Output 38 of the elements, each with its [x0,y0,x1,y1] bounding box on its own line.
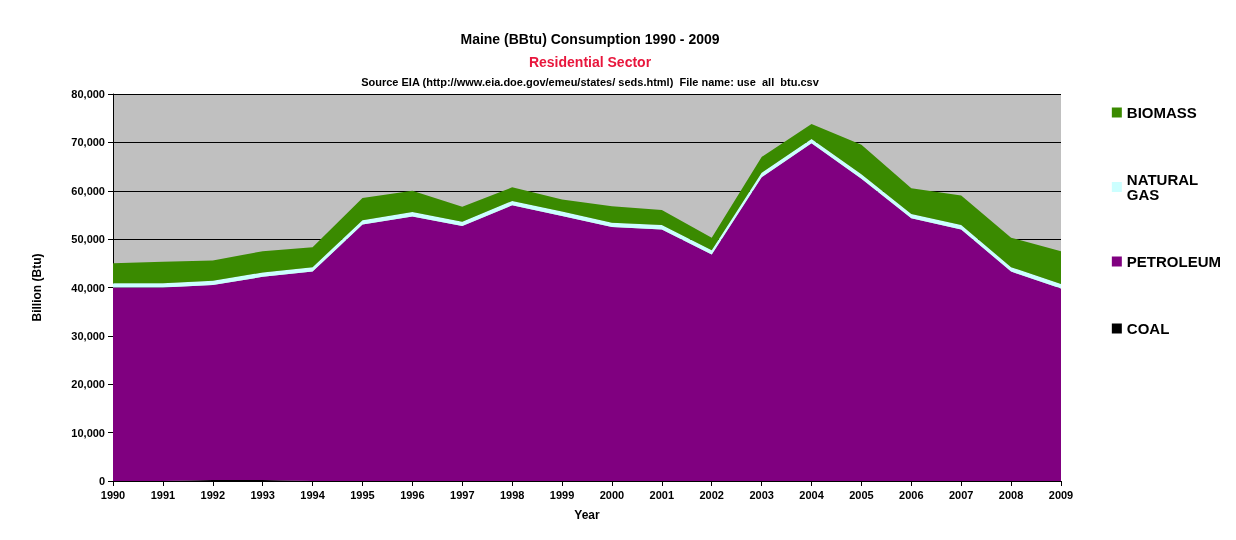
x-tick-label: 2002 [699,488,724,501]
legend-label: BIOMASS [1126,104,1197,121]
x-tick-label: 2004 [799,488,825,501]
x-tick-label: 1997 [450,488,475,501]
chart-subtitle: Residential Sector [528,54,652,70]
y-tick-label: 80,000 [71,88,105,100]
x-tick-label: 2001 [649,488,675,501]
x-tick-label: 1992 [200,488,226,501]
x-tick-label: 2000 [599,488,625,501]
x-tick-label: 2006 [899,488,924,501]
x-tick-label: 1996 [400,488,425,501]
x-tick-label: 2003 [749,488,774,501]
x-tick-label: 1994 [300,488,326,501]
y-tick-label: 70,000 [71,136,105,149]
y-axis-title: Billion (Btu) [30,253,44,322]
legend-label: COAL [1126,320,1170,337]
x-axis-title: Year [574,508,601,522]
legend-label: NATURAL GAS [1126,171,1203,203]
y-tick-label: 50,000 [71,233,105,246]
x-tick-label: 1990 [100,488,126,501]
x-tick-label: 1995 [350,488,375,501]
x-tick-label: 1999 [549,488,575,501]
x-tick-label: 1993 [250,488,275,501]
x-tick-label: 1998 [499,488,525,501]
x-tick-label: 2005 [849,488,874,501]
chart-title: Maine (BBtu) Consumption 1990 - 2009 [460,31,720,47]
y-tick-label: 0 [98,475,105,487]
x-tick-label: 2009 [1048,488,1074,501]
y-tick-label: 40,000 [71,281,105,294]
y-tick-label: 10,000 [71,426,105,439]
y-tick-label: 30,000 [71,329,105,342]
x-tick-label: 2007 [948,488,974,501]
y-tick-label: 60,000 [71,184,105,197]
x-tick-label: 1991 [150,488,176,501]
legend-label: PETROLEUM [1126,253,1221,270]
x-tick-label: 2008 [998,488,1024,501]
source-note: Source EIA (http://www.eia.doe.gov/emeu/states/ seds.html) File name: use all btu.csv [361,75,820,88]
y-tick-label: 20,000 [71,378,105,391]
